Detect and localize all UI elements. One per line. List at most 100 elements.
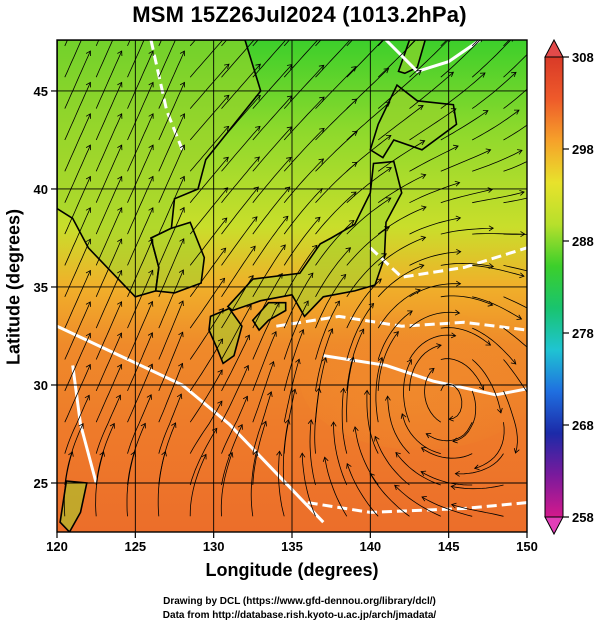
streamline: [377, 236, 426, 266]
streamline: [503, 359, 527, 393]
streamline-arrowhead: [85, 113, 91, 119]
streamline: [346, 278, 382, 329]
streamline: [127, 40, 145, 78]
streamline: [472, 149, 523, 172]
streamline: [127, 50, 154, 109]
streamline-arrowhead: [318, 2, 323, 7]
streamline-arrowhead: [117, 50, 123, 57]
streamline-arrowhead: [217, 369, 223, 376]
streamline: [315, 300, 340, 360]
streamline-arrowhead: [454, 470, 460, 477]
streamline-arrowhead: [252, 450, 259, 457]
streamline: [377, 264, 424, 298]
streamline: [252, 273, 283, 329]
streamline-arrowhead: [383, 68, 390, 74]
streamline-arrowhead: [519, 272, 525, 279]
streamline-arrowhead: [385, 197, 392, 203]
streamline: [64, 176, 91, 235]
streamline: [221, 126, 261, 172]
streamline-arrowhead: [456, 249, 462, 255]
land-honshu: [226, 160, 403, 318]
streamline: [377, 310, 413, 360]
streamline: [346, 303, 374, 360]
streamline: [221, 334, 250, 392]
streamline: [252, 64, 293, 109]
streamline-arrowhead: [116, 363, 123, 370]
streamline-arrowhead: [179, 50, 185, 57]
streamline: [377, 105, 424, 141]
colorbar-tick-label-278: 278: [572, 326, 594, 341]
streamline: [127, 113, 154, 172]
colorbar-tick-label-258: 258: [572, 510, 594, 525]
streamline-arrowhead: [280, 244, 286, 250]
streamline: [346, 167, 392, 203]
streamline: [158, 113, 185, 172]
streamline-arrowhead: [407, 310, 413, 316]
streamline-arrowhead: [116, 332, 123, 339]
colorbar-tick-label-268: 268: [572, 418, 594, 433]
streamline-arrowhead: [109, 422, 115, 429]
streamline-arrowhead: [117, 113, 123, 119]
y-axis-label: Latitude (degrees): [3, 208, 24, 366]
streamline-arrowhead: [261, 420, 267, 427]
streamline: [409, 344, 442, 391]
streamline-arrowhead: [425, 433, 432, 439]
streamline-arrowhead: [485, 340, 492, 346]
streamline-arrowhead: [385, 40, 387, 41]
streamline-arrowhead: [450, 332, 457, 339]
grid-lines: [57, 40, 527, 532]
streamline: [451, 504, 504, 517]
streamline: [283, 158, 324, 203]
streamline-arrowhead: [455, 280, 462, 287]
streamline: [95, 50, 123, 109]
streamline: [346, 197, 392, 235]
streamline: [455, 453, 504, 475]
streamline: [440, 358, 484, 390]
streamline-arrowhead: [117, 207, 123, 213]
streamline: [440, 40, 481, 78]
streamline: [252, 95, 293, 141]
streamline: [503, 233, 527, 235]
streamline: [63, 451, 73, 517]
streamline: [283, 359, 300, 423]
streamline: [189, 40, 196, 47]
streamline: [252, 216, 289, 266]
streamline: [471, 40, 512, 78]
y-tick-label-35: 35: [34, 280, 48, 295]
streamline: [252, 244, 286, 298]
streamline-arrowhead: [416, 70, 422, 76]
streamline: [346, 40, 384, 78]
streamline-arrowhead: [148, 144, 154, 151]
streamline-arrowhead: [291, 388, 297, 395]
y-axis-ticks: 25 30 35 40 45: [34, 84, 57, 491]
land-shikoku: [251, 301, 287, 332]
streamline-arrowhead: [322, 456, 329, 463]
streamline-arrowhead: [223, 125, 230, 132]
streamline: [189, 338, 223, 392]
streamline: [503, 53, 527, 78]
streamline-arrowhead: [319, 127, 325, 134]
streamline-arrowhead: [420, 447, 427, 453]
streamline-arrowhead: [255, 63, 261, 70]
streamline-arrowhead: [85, 269, 91, 276]
streamline: [283, 40, 319, 78]
streamline: [64, 333, 91, 392]
streamline: [421, 496, 473, 517]
streamline-arrowhead: [219, 277, 226, 284]
streamline-arrowhead: [276, 450, 283, 456]
streamline: [341, 388, 348, 454]
streamline-arrowhead: [400, 413, 407, 419]
streamline: [189, 400, 223, 454]
streamline-arrowhead: [224, 1, 229, 6]
streamline-arrowhead: [386, 167, 392, 173]
streamline: [95, 270, 122, 329]
streamline: [189, 157, 229, 203]
streamline-arrowhead: [420, 235, 427, 242]
streamline: [403, 359, 412, 423]
streamline: [346, 101, 391, 141]
streamline: [95, 82, 123, 141]
streamline-arrowhead: [473, 464, 480, 471]
streamline: [503, 390, 518, 454]
streamline: [64, 423, 84, 486]
isotherm-contour: [276, 314, 527, 332]
